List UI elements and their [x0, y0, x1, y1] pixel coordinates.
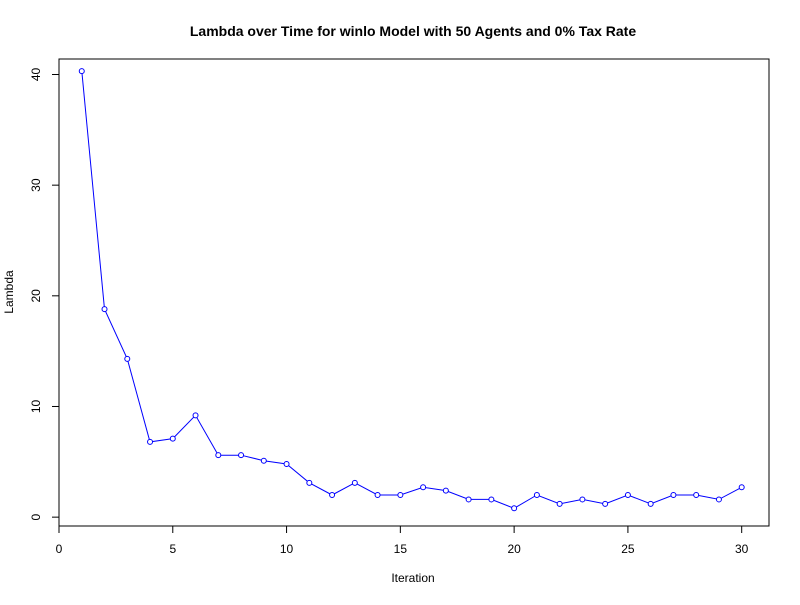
chart-title: Lambda over Time for winlo Model with 50…: [190, 23, 636, 39]
y-tick-label: 20: [29, 289, 43, 303]
data-point: [488, 496, 495, 503]
data-point: [238, 452, 245, 459]
x-tick-label: 20: [507, 542, 521, 556]
plot-frame: [58, 58, 770, 527]
data-point: [101, 306, 108, 313]
data-point: [556, 500, 563, 507]
data-point: [602, 500, 609, 507]
series-line: [81, 71, 742, 509]
data-point: [420, 484, 427, 491]
data-point: [442, 487, 449, 494]
data-point: [624, 492, 631, 499]
y-tick-label: 10: [29, 399, 43, 413]
y-tick-label: 30: [29, 178, 43, 192]
data-point: [374, 492, 381, 499]
data-point: [215, 452, 222, 459]
data-point: [693, 492, 700, 499]
data-point: [397, 492, 404, 499]
x-tick-label: 30: [735, 542, 749, 556]
x-tick-label: 25: [621, 542, 635, 556]
data-point: [738, 484, 745, 491]
data-point: [511, 505, 518, 512]
data-point: [670, 492, 677, 499]
data-point: [124, 355, 131, 362]
x-tick-label: 10: [280, 542, 294, 556]
y-tick-label: 40: [29, 67, 43, 81]
data-point: [283, 461, 290, 468]
data-point: [647, 500, 654, 507]
data-point: [306, 479, 313, 486]
data-point: [533, 492, 540, 499]
data-point: [465, 496, 472, 503]
x-tick-label: 5: [169, 542, 176, 556]
y-axis-label: Lambda: [2, 270, 16, 314]
x-tick-label: 0: [56, 542, 63, 556]
data-point: [78, 68, 85, 75]
data-point: [351, 479, 358, 486]
x-axis-label: Iteration: [391, 571, 434, 585]
x-tick-label: 15: [394, 542, 408, 556]
data-point: [579, 496, 586, 503]
data-point: [147, 438, 154, 445]
y-tick-label: 0: [29, 513, 43, 520]
data-point: [329, 492, 336, 499]
data-point: [715, 496, 722, 503]
data-point: [169, 435, 176, 442]
data-point: [192, 412, 199, 419]
data-point: [260, 457, 267, 464]
